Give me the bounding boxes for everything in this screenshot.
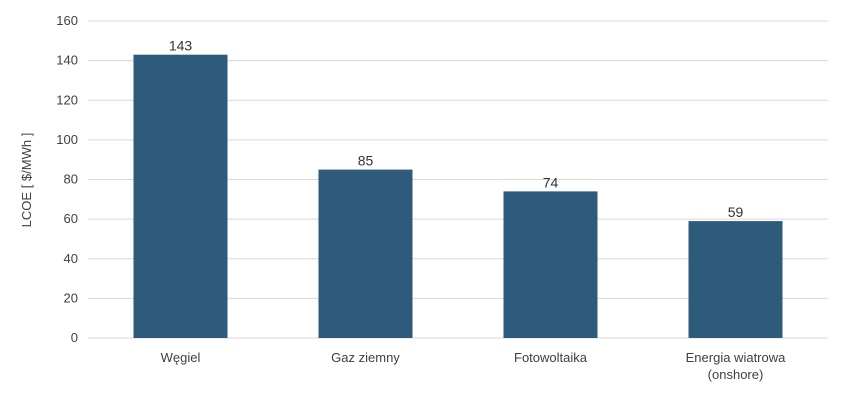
- bar: [688, 221, 783, 338]
- data-label: 74: [543, 174, 559, 190]
- y-axis-title: LCOE [ $/MWh ]: [19, 133, 34, 228]
- y-tick-label: 140: [56, 53, 78, 68]
- bar: [133, 54, 228, 339]
- x-axis-labels: Węgiel Gaz ziemny Fotowoltaika Energia wiat…: [161, 350, 787, 382]
- bars: [133, 54, 783, 339]
- bar: [503, 191, 598, 338]
- bar: [318, 169, 413, 338]
- data-label: 143: [169, 38, 193, 54]
- data-labels: 143 85 74 59: [169, 38, 744, 220]
- x-tick-label: Węgiel: [161, 350, 201, 365]
- y-tick-label: 0: [71, 330, 78, 345]
- x-tick-label: Fotowoltaika: [514, 350, 588, 365]
- data-label: 59: [728, 204, 744, 220]
- y-tick-label: 60: [64, 211, 78, 226]
- y-tick-label: 80: [64, 172, 78, 187]
- data-label: 85: [358, 153, 374, 169]
- y-tick-label: 120: [56, 92, 78, 107]
- y-axis-ticks: 0 20 40 60 80 100 120 140 160: [56, 13, 78, 345]
- y-tick-label: 40: [64, 251, 78, 266]
- y-tick-label: 100: [56, 132, 78, 147]
- x-tick-label: Gaz ziemny: [331, 350, 400, 365]
- y-tick-label: 160: [56, 13, 78, 28]
- x-tick-label: Energia wiatrowa (onshore): [686, 350, 786, 382]
- y-tick-label: 20: [64, 290, 78, 305]
